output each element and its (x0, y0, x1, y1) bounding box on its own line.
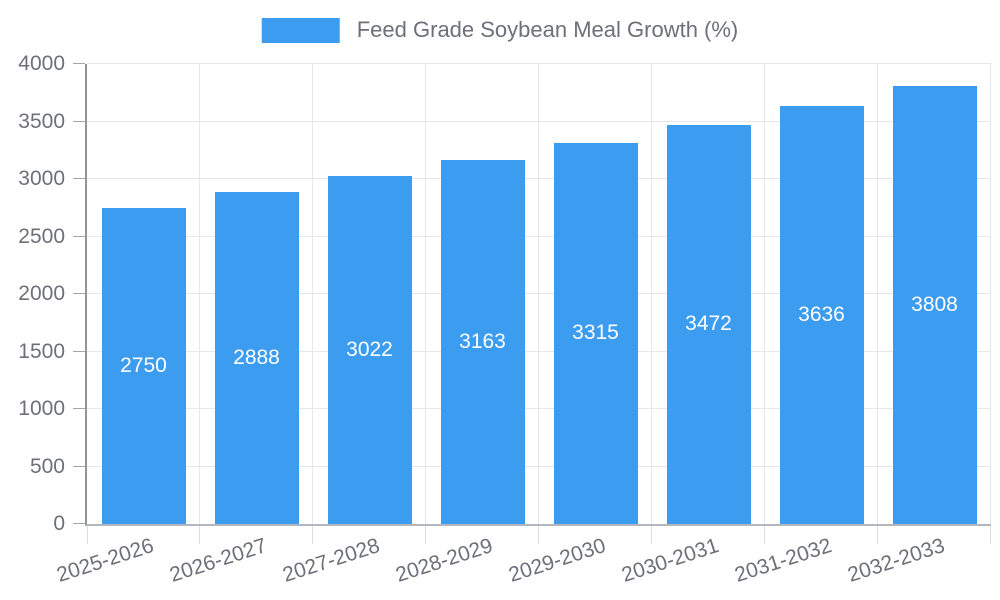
y-axis-tick-label: 1500 (18, 339, 65, 363)
x-axis-tick (199, 526, 200, 544)
bar-value-label: 3022 (346, 338, 393, 362)
x-axis-category-label: 2030-2031 (618, 534, 722, 587)
bar-value-label: 3163 (459, 330, 506, 354)
plot-area: 0 500 1000 1500 2000 2500 3000 3500 4000 2750 2025… (18, 52, 991, 587)
gridline-horizontal (87, 350, 991, 352)
y-axis-tick (73, 465, 85, 467)
bar-value-label: 3315 (572, 321, 619, 345)
y-axis-tick (73, 408, 85, 409)
legend-label: Feed Grade Soybean Meal Growth (%) (356, 17, 739, 42)
bar[interactable]: 2888 (214, 191, 299, 524)
gridline-horizontal (87, 408, 991, 409)
x-axis-category-label: 2029-2030 (505, 534, 609, 587)
bar[interactable]: 3636 (779, 105, 864, 524)
gridline-vertical (651, 64, 652, 524)
x-axis-tick (87, 526, 88, 544)
y-axis-tick (73, 63, 85, 64)
x-axis-tick (538, 526, 539, 544)
x-axis-tick (877, 526, 878, 544)
y-axis-tick (73, 523, 85, 524)
y-axis-tick-label: 2000 (18, 282, 65, 305)
y-axis-tick (73, 293, 85, 294)
x-axis-tick (764, 526, 765, 544)
legend-swatch (261, 17, 340, 43)
x-axis-category-label: 2032-2033 (844, 534, 948, 587)
gridline-horizontal (87, 63, 991, 64)
bar[interactable]: 3472 (666, 124, 751, 524)
gridline-horizontal (87, 178, 991, 179)
gridline-vertical (990, 64, 991, 524)
x-axis-category-label: 2028-2029 (392, 534, 496, 587)
gridline-horizontal (87, 293, 991, 294)
bar[interactable]: 3022 (327, 176, 412, 524)
gridline-vertical (199, 64, 200, 524)
bar-value-label: 2750 (120, 353, 167, 377)
x-axis-category-label: 2031-2032 (731, 534, 835, 587)
x-axis-tick (425, 526, 426, 544)
y-axis-tick-label: 2500 (18, 224, 65, 248)
y-axis-tick (73, 350, 85, 352)
y-axis-tick-label: 0 (53, 512, 65, 535)
bar[interactable]: 3808 (892, 86, 977, 524)
y-axis-tick (73, 235, 85, 237)
y-axis-tick-label: 500 (29, 454, 65, 478)
bar-value-label: 3636 (798, 302, 845, 326)
x-axis-category-label: 2027-2028 (279, 534, 383, 587)
gridline-horizontal (87, 120, 991, 122)
y-axis-tick-label: 4000 (18, 52, 65, 75)
y-axis-tick-label: 3000 (18, 167, 65, 190)
bar-value-label: 2888 (233, 345, 280, 369)
x-axis-tick (651, 526, 652, 544)
gridline-vertical (877, 64, 878, 524)
gridline-horizontal (87, 465, 991, 467)
bar-value-label: 3472 (685, 312, 732, 336)
x-axis-tick (990, 526, 991, 544)
x-axis-tick (312, 526, 313, 544)
y-axis-tick-label: 1000 (18, 397, 65, 420)
legend-item[interactable]: Feed Grade Soybean Meal Growth (%) (261, 17, 739, 43)
gridline-vertical (538, 64, 539, 524)
x-axis-category-label: 2025-2026 (53, 534, 157, 587)
x-axis-category-label: 2026-2027 (166, 534, 270, 587)
bar[interactable]: 2750 (101, 207, 186, 524)
gridline-vertical (312, 64, 313, 524)
y-axis-tick-label: 3500 (18, 109, 65, 133)
bar[interactable]: 3315 (553, 142, 638, 524)
gridline-vertical (764, 64, 765, 524)
gridline-vertical (425, 64, 426, 524)
y-axis-tick (73, 120, 85, 122)
y-axis-tick (73, 178, 85, 179)
gridline-horizontal (87, 235, 991, 237)
bar-value-label: 3808 (911, 293, 958, 317)
bar[interactable]: 3163 (440, 160, 525, 524)
